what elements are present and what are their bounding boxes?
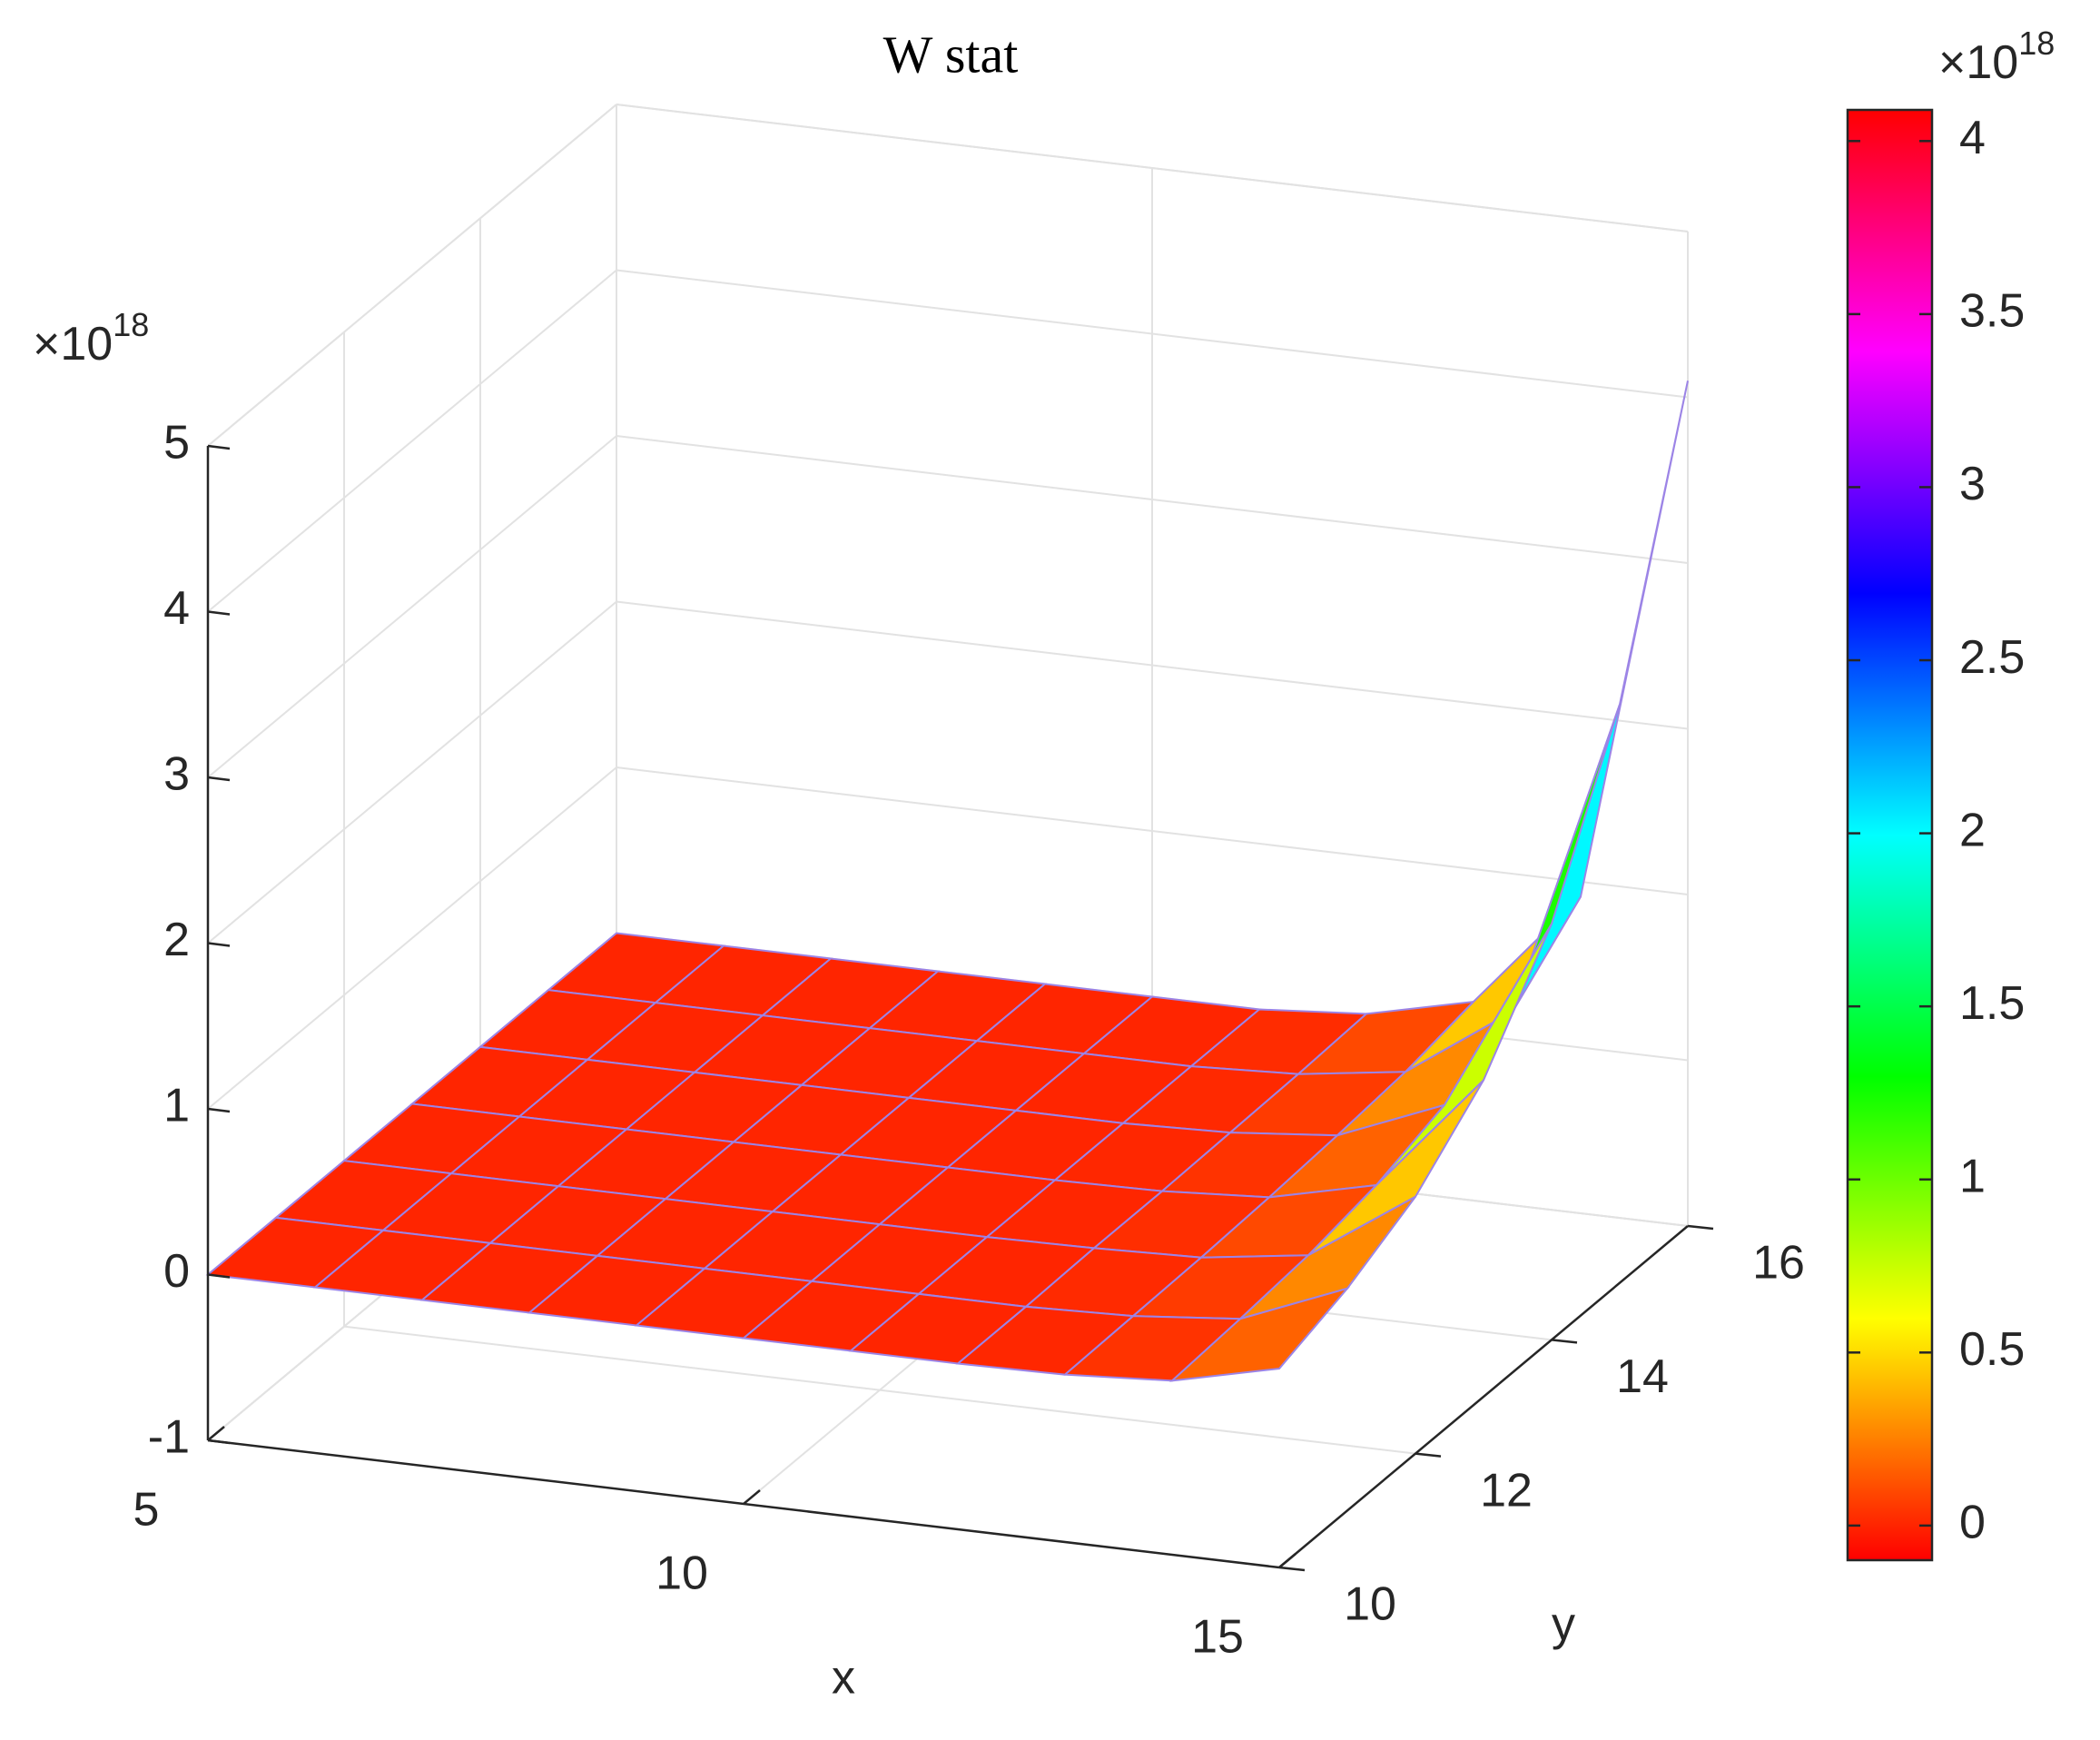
- y-tick: [1415, 1452, 1442, 1458]
- colorbar-tick-label: 3: [1959, 458, 1986, 510]
- grid-line: [207, 104, 617, 447]
- grid-line: [616, 104, 1689, 232]
- multiplier-base: ×10: [1938, 36, 2018, 89]
- z-tick-label: 1: [163, 1080, 190, 1132]
- grid-line: [616, 600, 1689, 730]
- colorbar-tick-label: 1: [1959, 1150, 1986, 1202]
- grid-line: [207, 600, 617, 944]
- z-tick: [207, 1273, 231, 1279]
- x-tick: [1278, 1553, 1296, 1568]
- x-axis-label: x: [832, 1652, 855, 1705]
- z-tick: [207, 942, 231, 947]
- y-tick-label: 16: [1752, 1237, 1805, 1290]
- x-tick-label: 10: [656, 1547, 708, 1600]
- grid-line: [207, 766, 617, 1110]
- y-tick-label: 10: [1344, 1578, 1396, 1631]
- z-tick-label: -1: [148, 1411, 190, 1464]
- y-tick-label: 12: [1480, 1464, 1533, 1517]
- y-axis-label: y: [1552, 1598, 1575, 1651]
- z-tick-label: 4: [163, 582, 190, 635]
- grid-line: [616, 435, 1689, 564]
- multiplier-exponent: 18: [113, 306, 149, 343]
- z-tick-label: 2: [163, 914, 190, 966]
- multiplier-exponent: 18: [2018, 25, 2055, 62]
- z-multiplier: ×1018: [33, 306, 149, 371]
- y-tick: [1278, 1566, 1306, 1572]
- x-tick: [743, 1489, 761, 1505]
- colorbar-tick-label: 2.5: [1959, 631, 2025, 684]
- z-tick: [207, 1438, 231, 1445]
- x-tick-label: 15: [1191, 1611, 1244, 1664]
- z-tick: [207, 1107, 231, 1113]
- colorbar-tick-label: 4: [1959, 112, 1986, 164]
- y-tick-label: 14: [1616, 1350, 1669, 1403]
- x-tick: [207, 1426, 225, 1441]
- z-tick-label: 3: [163, 748, 190, 801]
- y-axis: [1278, 1225, 1689, 1568]
- chart-title: W stat: [883, 25, 1019, 84]
- grid-line: [207, 435, 617, 778]
- z-tick-label: 0: [163, 1245, 190, 1298]
- surface-face: [1512, 381, 1689, 1013]
- y-tick: [1551, 1339, 1578, 1344]
- x-tick-label: 5: [133, 1484, 160, 1537]
- colorbar-multiplier: ×1018: [1938, 25, 2055, 89]
- grid-line: [343, 1325, 1416, 1455]
- colorbar: [1846, 108, 1934, 1562]
- grid-line: [616, 766, 1689, 895]
- grid-line: [207, 269, 617, 613]
- z-tick: [207, 610, 231, 616]
- multiplier-base: ×10: [33, 318, 113, 371]
- colorbar-tick-label: 0: [1959, 1497, 1986, 1549]
- grid-line: [616, 269, 1689, 399]
- z-tick: [207, 444, 231, 450]
- z-tick-label: 5: [163, 417, 190, 470]
- colorbar-tick-label: 0.5: [1959, 1323, 2025, 1376]
- colorbar-tick-label: 1.5: [1959, 977, 2025, 1030]
- z-tick: [207, 776, 231, 782]
- colorbar-tick-label: 3.5: [1959, 285, 2025, 338]
- surface-face: [1169, 1286, 1350, 1382]
- y-tick: [1687, 1224, 1714, 1231]
- colorbar-tick-label: 2: [1959, 804, 1986, 856]
